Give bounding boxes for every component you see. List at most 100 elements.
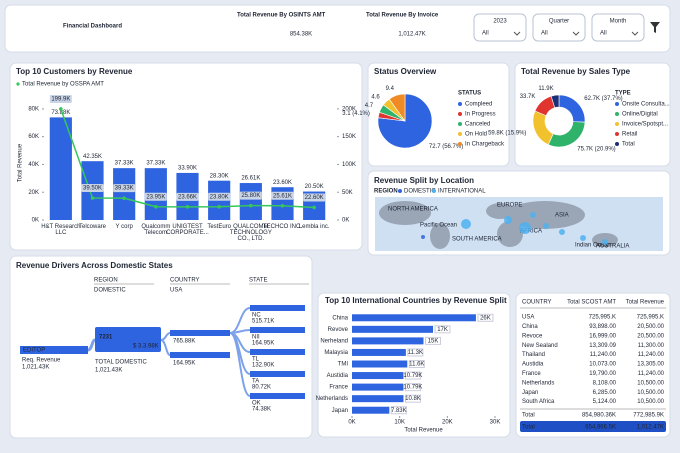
bar	[352, 360, 408, 368]
bar-label: 23.60K	[273, 180, 292, 186]
table-cell: 10,500.00	[637, 390, 664, 396]
place-label: Indian Ocean	[575, 243, 611, 249]
label-bg	[407, 348, 424, 357]
label-bg	[239, 191, 262, 200]
node-bar[interactable]	[250, 305, 305, 311]
x-tick-label: 10K	[394, 420, 405, 426]
point	[185, 205, 190, 209]
legend-label: Retail	[622, 132, 637, 138]
label-bg	[144, 192, 167, 201]
filter-box[interactable]	[591, 13, 645, 42]
map-bubble[interactable]	[543, 223, 549, 229]
bar	[352, 383, 404, 391]
map-bubble[interactable]	[559, 229, 565, 235]
y2-tick-label: 200K	[342, 106, 356, 112]
point	[90, 196, 95, 200]
bar	[352, 395, 404, 403]
table-grand-total: 654,966.5K	[585, 425, 616, 431]
node-bar[interactable]	[250, 393, 305, 399]
state-value: 74.38K	[252, 407, 271, 413]
table-cell: 13,305.00	[637, 362, 664, 368]
map-bubble[interactable]	[519, 222, 531, 234]
kpi-label: Total Revenue By OSINTS AMT	[237, 13, 326, 19]
slice-label: 3.1 (4.1%)	[342, 111, 370, 117]
table-cell: 5,124.00	[593, 399, 617, 405]
table-cell: France	[522, 371, 541, 377]
node-bar[interactable]	[250, 371, 305, 377]
table-cell: Austidia	[522, 362, 544, 368]
x-axis-label: Total Revenue	[404, 428, 443, 434]
map-bubble[interactable]	[530, 212, 536, 218]
map-bubble[interactable]	[580, 235, 586, 241]
y-tick-label: 20K	[28, 190, 39, 196]
x-tick-label: 0K	[348, 420, 355, 426]
node-bar[interactable]	[170, 330, 230, 336]
label-bg	[208, 192, 231, 201]
map-bubble[interactable]	[504, 216, 512, 224]
legend-label: Online/Digital	[622, 112, 658, 118]
x-tick-label: UNIGTEST CORPORATE...	[166, 224, 209, 236]
table-cell: 11,300.00	[638, 343, 665, 349]
table-grand-total: 1,012.47K	[637, 425, 664, 431]
node-bar[interactable]	[250, 327, 305, 333]
y-tick-label: Revove	[328, 327, 349, 333]
table-cell: 13,309.09	[589, 343, 616, 349]
point	[122, 196, 126, 200]
y-tick-label: France	[329, 385, 348, 391]
x-tick-label: H&T Research LLC	[41, 224, 80, 236]
legend-dot	[458, 122, 462, 126]
center-node[interactable]	[95, 327, 161, 352]
node-value: 1,021.43K	[22, 365, 49, 371]
bar-label: 42.35K	[83, 154, 102, 160]
center-value: 7231	[99, 335, 113, 341]
level-label: COUNTRY	[170, 278, 200, 284]
table-cell: 93,898.00	[589, 324, 616, 330]
filter-box[interactable]	[532, 13, 586, 42]
filter-icon[interactable]	[650, 22, 660, 33]
map-bubble[interactable]	[461, 219, 471, 229]
x-tick-label: TECHCO INC.	[263, 224, 302, 230]
map-bubble[interactable]	[602, 239, 608, 245]
point	[312, 205, 316, 210]
line-label: 39.50K	[83, 186, 102, 192]
label-bg	[303, 193, 326, 202]
legend-dot	[615, 122, 619, 126]
chart-title: Revenue Drivers Across Domestic States	[16, 261, 173, 270]
state-name: TL	[252, 357, 260, 363]
label-bg	[176, 192, 199, 201]
node-bar[interactable]	[170, 352, 230, 358]
table-cell: New Sealand	[522, 343, 558, 349]
y-tick-label: TMI	[338, 362, 349, 368]
bar-label: 7.83K	[391, 408, 407, 414]
y-tick-label: Japan	[332, 408, 348, 414]
node-bar[interactable]	[20, 346, 88, 354]
label-bg	[390, 406, 407, 415]
legend-label: Onsite Consulta...	[622, 102, 670, 108]
bar-label: 26.61K	[241, 176, 260, 182]
table-cell: 20,500.00	[637, 324, 664, 330]
label-bg	[49, 94, 72, 103]
slice-label: 4.6	[371, 94, 380, 100]
x-tick-label: 20K	[442, 420, 453, 426]
node-bar[interactable]	[250, 349, 305, 355]
bar-label: 37.33K	[115, 161, 134, 167]
table-cell: 16,999.00	[589, 333, 616, 339]
bar	[352, 337, 424, 345]
legend-label: Canceled	[465, 122, 490, 128]
legend-dot	[458, 112, 462, 116]
center-caption: TOTAL DOMESTIC	[95, 360, 148, 366]
map-bubble[interactable]	[421, 235, 425, 239]
node-caption: Req. Revenue	[22, 358, 61, 364]
label-bg	[404, 394, 421, 403]
filter-box[interactable]	[473, 13, 527, 42]
table-cell: 19,790.00	[589, 371, 616, 377]
table-cell: 10,500.00	[637, 380, 664, 386]
bar	[352, 372, 404, 380]
state-name: TA	[252, 379, 259, 385]
table-header: Total Revenue	[626, 300, 665, 306]
point	[59, 107, 63, 111]
link	[160, 339, 171, 356]
y2-tick-label: 50K	[342, 190, 353, 196]
x-tick-label: Telcoware	[79, 224, 107, 230]
